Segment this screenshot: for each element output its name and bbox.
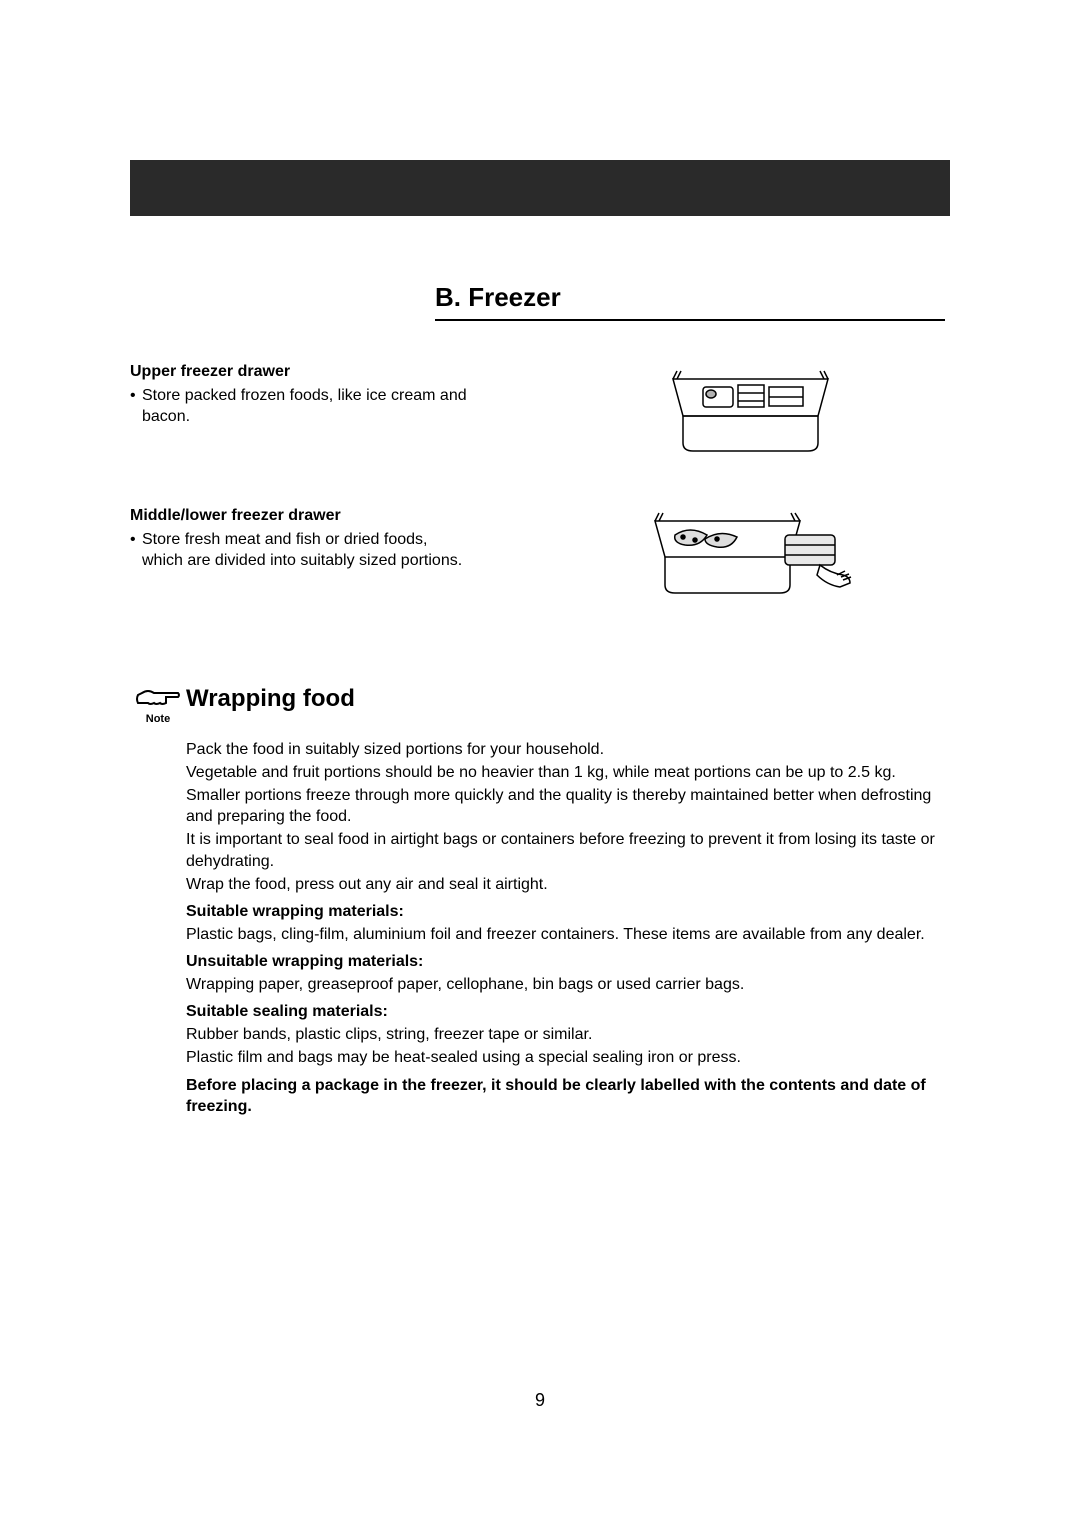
middle-drawer-row: Middle/lower freezer drawer • Store fres…	[130, 505, 950, 615]
note-p1: Pack the food in suitably sized portions…	[186, 739, 946, 760]
suitable-wrapping-heading: Suitable wrapping materials:	[186, 901, 946, 922]
freezer-drawer-upper-icon	[663, 361, 838, 461]
freezer-drawer-middle-icon	[645, 505, 855, 615]
note-body: Pack the food in suitably sized portions…	[186, 739, 946, 1117]
note-block: Note Wrapping food	[130, 683, 950, 725]
note-p2: Vegetable and fruit portions should be n…	[186, 762, 946, 783]
middle-drawer-text: Middle/lower freezer drawer • Store fres…	[130, 505, 550, 615]
upper-drawer-row: Upper freezer drawer • Store packed froz…	[130, 361, 950, 461]
hand-pointing-icon	[130, 683, 186, 711]
page-number: 9	[0, 1390, 1080, 1411]
note-icon-column: Note	[130, 683, 186, 725]
unsuitable-wrapping-body: Wrapping paper, greaseproof paper, cello…	[186, 974, 946, 995]
header-bar	[130, 160, 950, 216]
section-title: B. Freezer	[435, 282, 945, 321]
upper-drawer-figure	[550, 361, 950, 461]
upper-drawer-bullet: • Store packed frozen foods, like ice cr…	[130, 385, 550, 428]
final-bold-note: Before placing a package in the freezer,…	[186, 1075, 946, 1117]
bullet-dot: •	[130, 385, 142, 428]
bullet-dot: •	[130, 529, 142, 572]
note-label: Note	[130, 713, 186, 725]
note-p3: Smaller portions freeze through more qui…	[186, 785, 946, 827]
note-title: Wrapping food	[186, 683, 355, 713]
middle-drawer-figure	[550, 505, 950, 615]
middle-drawer-bullet-text: Store fresh meat and fish or dried foods…	[142, 529, 550, 572]
manual-page: B. Freezer Upper freezer drawer • Store …	[130, 160, 950, 1119]
suitable-sealing-body1: Rubber bands, plastic clips, string, fre…	[186, 1024, 946, 1045]
middle-drawer-heading: Middle/lower freezer drawer	[130, 505, 550, 527]
note-p4: It is important to seal food in airtight…	[186, 829, 946, 871]
note-p5: Wrap the food, press out any air and sea…	[186, 874, 946, 895]
suitable-sealing-body2: Plastic film and bags may be heat-sealed…	[186, 1047, 946, 1068]
middle-drawer-bullet: • Store fresh meat and fish or dried foo…	[130, 529, 550, 572]
upper-drawer-bullet-text: Store packed frozen foods, like ice crea…	[142, 385, 550, 428]
upper-drawer-text: Upper freezer drawer • Store packed froz…	[130, 361, 550, 461]
suitable-wrapping-body: Plastic bags, cling-film, aluminium foil…	[186, 924, 946, 945]
suitable-sealing-heading: Suitable sealing materials:	[186, 1001, 946, 1022]
unsuitable-wrapping-heading: Unsuitable wrapping materials:	[186, 951, 946, 972]
upper-drawer-heading: Upper freezer drawer	[130, 361, 550, 383]
